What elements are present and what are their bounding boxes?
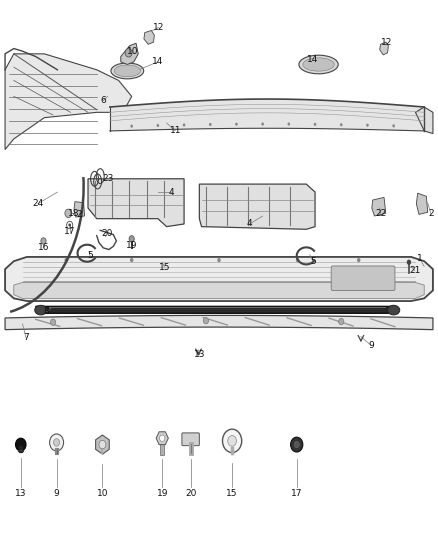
Text: 20: 20 — [185, 489, 196, 498]
Text: 5: 5 — [87, 252, 93, 260]
Text: 2: 2 — [77, 210, 82, 219]
Circle shape — [156, 124, 159, 127]
Text: 14: 14 — [307, 55, 318, 63]
Ellipse shape — [35, 305, 47, 315]
Ellipse shape — [299, 55, 338, 74]
Text: 22: 22 — [375, 209, 386, 218]
Polygon shape — [95, 435, 109, 454]
Circle shape — [15, 438, 26, 451]
Circle shape — [235, 123, 238, 126]
Circle shape — [125, 49, 132, 57]
Circle shape — [288, 123, 290, 126]
Circle shape — [296, 258, 299, 262]
Polygon shape — [156, 432, 168, 445]
Text: 10: 10 — [127, 47, 138, 55]
Text: 14: 14 — [152, 58, 163, 66]
Text: 20: 20 — [101, 229, 113, 238]
Text: 6: 6 — [100, 96, 106, 105]
Text: 12: 12 — [153, 23, 164, 32]
Text: 23: 23 — [102, 174, 114, 183]
Bar — [160, 437, 164, 455]
Circle shape — [314, 123, 316, 126]
Circle shape — [261, 123, 264, 126]
Polygon shape — [5, 316, 433, 329]
Text: 8: 8 — [44, 307, 49, 316]
Text: 4: 4 — [247, 220, 252, 229]
Polygon shape — [5, 54, 132, 150]
Circle shape — [203, 318, 208, 324]
Circle shape — [339, 318, 344, 325]
Circle shape — [183, 123, 185, 126]
Ellipse shape — [114, 65, 141, 77]
Polygon shape — [88, 179, 184, 227]
Polygon shape — [144, 30, 154, 44]
Text: 10: 10 — [97, 489, 108, 498]
Polygon shape — [416, 107, 433, 134]
Text: 18: 18 — [68, 209, 80, 218]
Circle shape — [129, 236, 134, 242]
Circle shape — [392, 124, 395, 127]
Circle shape — [130, 258, 134, 262]
Text: 9: 9 — [54, 489, 60, 498]
Text: 11: 11 — [170, 126, 181, 135]
Polygon shape — [372, 197, 386, 216]
Polygon shape — [199, 184, 315, 229]
Text: 17: 17 — [64, 228, 75, 237]
Polygon shape — [417, 193, 427, 214]
Circle shape — [294, 441, 299, 448]
Circle shape — [131, 125, 133, 128]
Circle shape — [53, 439, 60, 446]
Circle shape — [49, 434, 64, 451]
Text: 5: 5 — [310, 257, 316, 265]
FancyBboxPatch shape — [331, 266, 395, 290]
Text: 24: 24 — [32, 199, 43, 208]
Polygon shape — [110, 99, 424, 131]
Polygon shape — [35, 306, 398, 313]
Text: 17: 17 — [291, 489, 303, 498]
Text: 13: 13 — [194, 350, 205, 359]
Circle shape — [50, 319, 56, 325]
Text: 13: 13 — [15, 489, 27, 498]
Circle shape — [340, 123, 343, 126]
Circle shape — [65, 209, 72, 217]
Text: 9: 9 — [368, 341, 374, 350]
Circle shape — [41, 238, 46, 244]
Text: 16: 16 — [38, 244, 49, 253]
Circle shape — [209, 123, 212, 126]
Circle shape — [407, 260, 411, 265]
Circle shape — [228, 435, 237, 446]
Text: 1: 1 — [417, 254, 423, 263]
Text: 19: 19 — [156, 489, 168, 498]
Ellipse shape — [111, 63, 144, 79]
Text: 15: 15 — [159, 263, 170, 271]
Text: 2: 2 — [428, 209, 434, 218]
Circle shape — [159, 435, 165, 441]
Circle shape — [64, 258, 68, 262]
FancyBboxPatch shape — [182, 433, 199, 446]
Circle shape — [357, 258, 360, 262]
Circle shape — [99, 440, 106, 449]
Polygon shape — [380, 42, 389, 55]
Text: 21: 21 — [409, 266, 420, 275]
Circle shape — [223, 429, 242, 453]
Polygon shape — [14, 282, 424, 298]
Text: 4: 4 — [168, 188, 174, 197]
Ellipse shape — [388, 305, 400, 315]
Polygon shape — [121, 43, 138, 64]
Text: 7: 7 — [23, 333, 29, 342]
Circle shape — [366, 124, 369, 127]
Ellipse shape — [303, 58, 334, 71]
Text: 12: 12 — [381, 38, 392, 47]
Circle shape — [217, 258, 221, 262]
Polygon shape — [5, 257, 433, 301]
Text: 15: 15 — [226, 489, 238, 498]
Text: 19: 19 — [126, 241, 138, 250]
Circle shape — [290, 437, 303, 452]
Polygon shape — [74, 201, 85, 217]
Circle shape — [68, 223, 71, 227]
